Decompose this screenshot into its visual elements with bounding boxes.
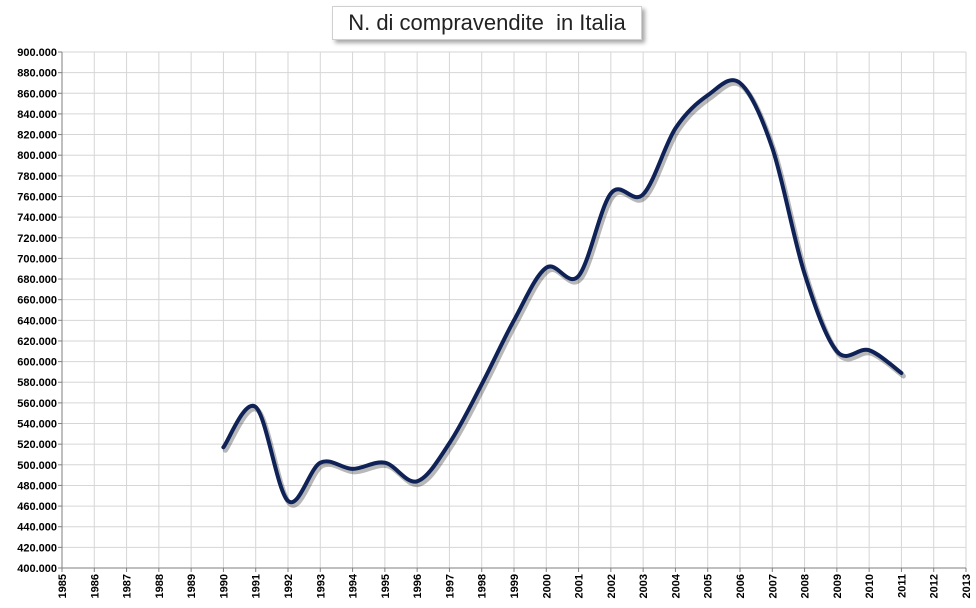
y-tick-label: 800.000 — [17, 150, 57, 162]
x-tick-label: 2012 — [929, 574, 941, 598]
x-tick-label: 2001 — [574, 574, 586, 598]
x-tick-label: 2009 — [832, 574, 844, 598]
y-tick-label: 640.000 — [17, 315, 57, 327]
y-tick-label: 400.000 — [17, 563, 57, 575]
x-tick-label: 2013 — [961, 574, 973, 598]
x-tick-label: 1998 — [477, 574, 489, 598]
x-tick-label: 1992 — [283, 574, 295, 598]
x-tick-label: 2005 — [703, 574, 715, 598]
x-tick-label: 2002 — [606, 574, 618, 598]
y-tick-label: 440.000 — [17, 522, 57, 534]
x-tick-label: 2006 — [735, 574, 747, 598]
y-tick-label: 420.000 — [17, 542, 57, 554]
y-tick-label: 600.000 — [17, 357, 57, 369]
chart-title-box: N. di compravendite in Italia — [332, 6, 642, 40]
x-tick-label: 1993 — [315, 574, 327, 598]
x-tick-label: 1994 — [348, 573, 360, 598]
x-tick-label: 1996 — [412, 574, 424, 598]
y-tick-label: 500.000 — [17, 460, 57, 472]
y-tick-label: 760.000 — [17, 191, 57, 203]
x-tick-label: 2010 — [864, 574, 876, 598]
x-tick-label: 1997 — [444, 574, 456, 598]
y-tick-label: 820.000 — [17, 130, 57, 142]
x-tick-label: 1995 — [380, 574, 392, 598]
chart-title: N. di compravendite in Italia — [348, 10, 626, 35]
x-tick-label: 2003 — [638, 574, 650, 598]
y-tick-label: 900.000 — [17, 47, 57, 59]
x-tick-label: 1990 — [218, 574, 230, 598]
y-tick-label: 680.000 — [17, 274, 57, 286]
y-tick-label: 720.000 — [17, 233, 57, 245]
x-tick-label: 1989 — [186, 574, 198, 598]
x-tick-label: 2007 — [767, 574, 779, 598]
x-tick-label: 1991 — [251, 574, 263, 598]
y-tick-label: 700.000 — [17, 253, 57, 265]
x-tick-label: 1986 — [89, 574, 101, 598]
y-tick-label: 660.000 — [17, 295, 57, 307]
x-tick-label: 2008 — [800, 574, 812, 598]
y-tick-label: 860.000 — [17, 88, 57, 100]
y-tick-label: 740.000 — [17, 212, 57, 224]
y-tick-label: 580.000 — [17, 377, 57, 389]
y-tick-label: 460.000 — [17, 501, 57, 513]
y-tick-label: 840.000 — [17, 109, 57, 121]
x-tick-label: 1985 — [57, 574, 69, 598]
y-tick-label: 520.000 — [17, 439, 57, 451]
y-tick-label: 880.000 — [17, 68, 57, 80]
y-tick-label: 620.000 — [17, 336, 57, 348]
x-tick-label: 1987 — [122, 574, 134, 598]
y-tick-label: 540.000 — [17, 419, 57, 431]
x-tick-label: 2011 — [896, 574, 908, 598]
x-tick-label: 1988 — [154, 574, 166, 598]
y-tick-label: 480.000 — [17, 480, 57, 492]
x-tick-label: 1999 — [509, 574, 521, 598]
series-line — [221, 78, 904, 505]
x-tick-label: 2004 — [670, 573, 682, 598]
y-tick-label: 560.000 — [17, 398, 57, 410]
y-tick-label: 780.000 — [17, 171, 57, 183]
x-tick-label: 2000 — [541, 574, 553, 598]
